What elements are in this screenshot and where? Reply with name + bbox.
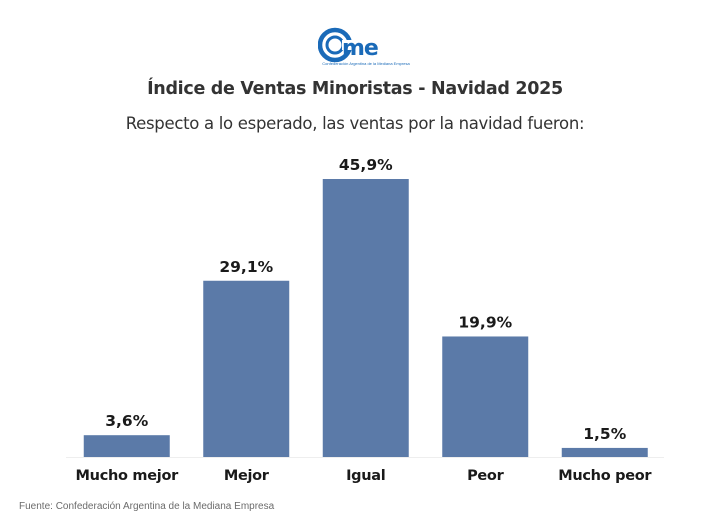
chart-title: Índice de Ventas Minoristas - Navidad 20… [147, 79, 563, 99]
bar [561, 447, 648, 457]
chart-subtitle: Respecto a lo esperado, las ventas por l… [125, 114, 585, 133]
bar [83, 435, 170, 457]
x-tick-label: Peor [467, 468, 505, 484]
logo-tagline: Confederación Argentina de la Mediana Em… [322, 61, 410, 66]
data-label: 45,9% [339, 156, 393, 174]
bar [203, 280, 290, 457]
bar [322, 179, 409, 457]
data-label: 1,5% [583, 425, 626, 443]
source-note: Fuente: Confederación Argentina de la Me… [19, 501, 275, 512]
svg-text:me: me [342, 36, 378, 61]
data-label: 19,9% [458, 313, 512, 331]
bar [442, 336, 529, 457]
x-tick-label: Mucho peor [558, 468, 652, 484]
x-tick-label: Mucho mejor [76, 468, 180, 484]
data-label: 3,6% [105, 412, 148, 430]
data-label: 29,1% [219, 258, 273, 276]
came-logo: me [318, 27, 379, 63]
x-tick-label: Igual [346, 468, 385, 484]
x-tick-label: Mejor [224, 468, 270, 484]
